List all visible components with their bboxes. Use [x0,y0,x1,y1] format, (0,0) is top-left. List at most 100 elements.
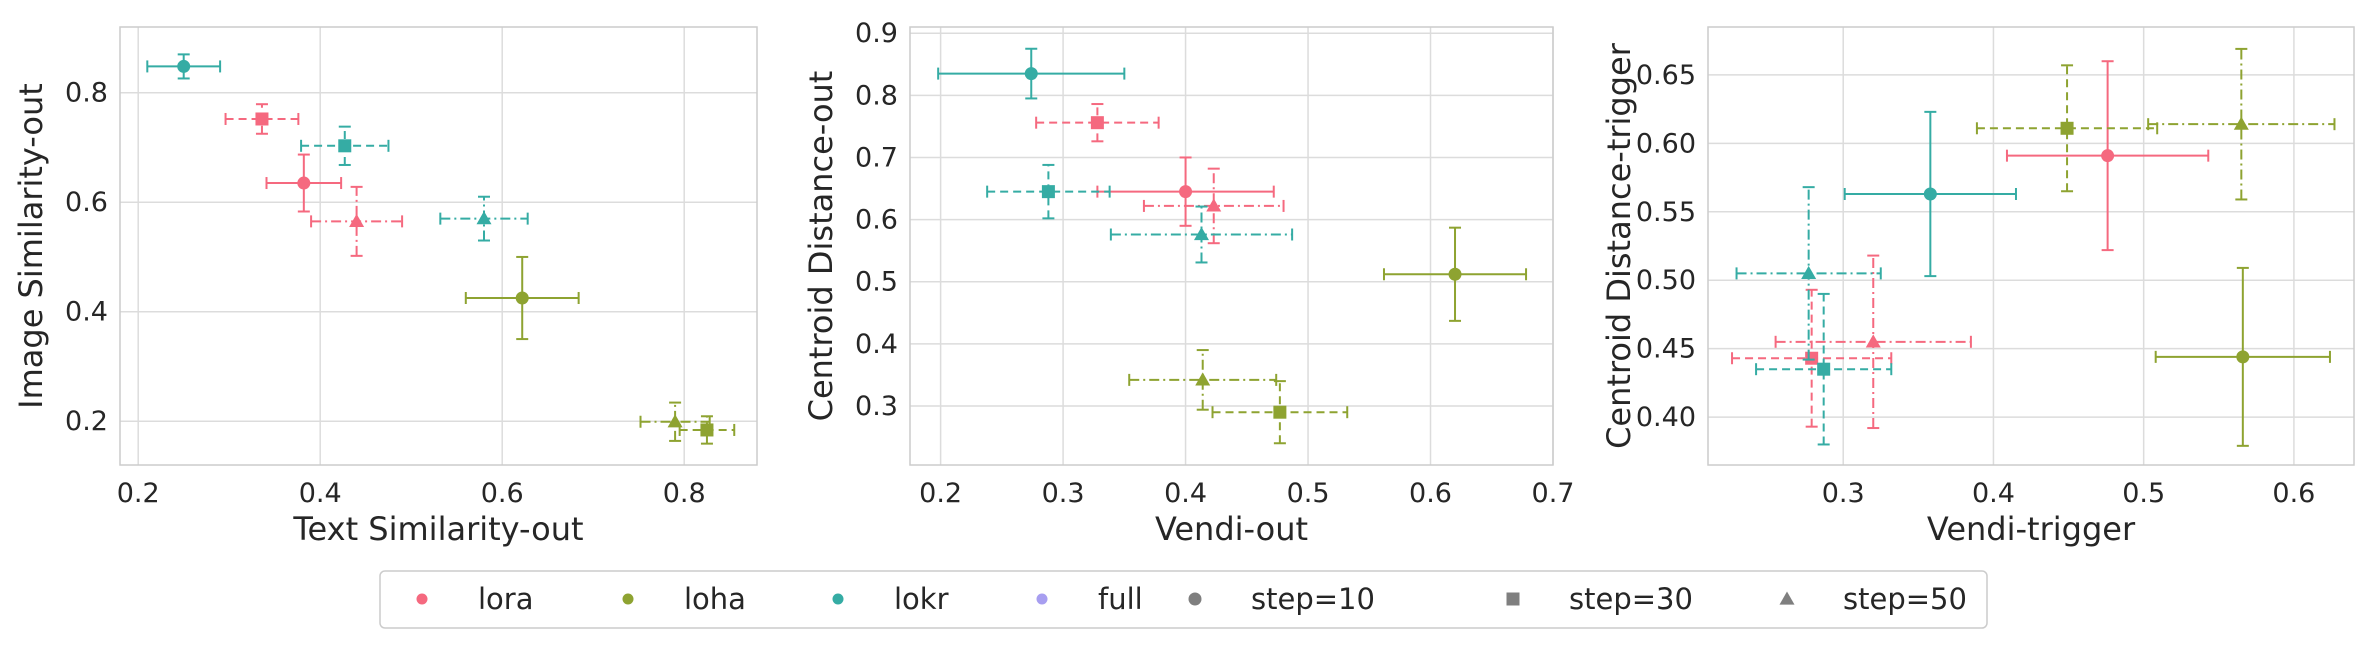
y-tick-label: 0.8 [65,78,108,109]
data-point-marker [1195,372,1211,386]
legend: lora loha lokr full step=10 step=30 step=50 [379,570,1988,629]
point-loha-step30 [1975,64,2159,193]
x-tick-label: 0.7 [1532,478,1575,509]
point-loha-step10 [464,255,580,341]
data-point-marker [1448,267,1462,281]
point-loha-step10 [2154,266,2331,447]
point-loha-step30 [678,415,736,445]
y-axis-label: Centroid Distance-trigger [1600,42,1638,449]
plot-frame [1707,26,2355,466]
x-tick-label: 0.4 [1164,478,1207,509]
data-point-marker [2060,121,2074,135]
data-point-marker [476,211,492,225]
legend-label: step=10 [1251,582,1375,616]
data-point-marker [1923,187,1937,201]
x-tick-label: 0.6 [2272,478,2315,509]
point-loha-step50 [639,401,711,442]
data-point-marker [515,291,529,305]
data-point-marker [338,139,352,153]
legend-color-swatch [622,593,634,605]
point-lora-step30 [1035,103,1160,143]
x-tick-label: 0.5 [1287,478,1330,509]
data-point-marker [177,59,191,73]
y-tick-label: 0.3 [855,391,898,422]
y-tick-label: 0.45 [1636,334,1696,365]
legend-entry-step10: step=10 [1188,582,1375,616]
panel-vendi-vs-centroid-out: 0.2 0.3 0.4 0.5 0.6 0.7 0.3 0.4 0.5 0.6 0.7 0.8 0.9 V… [802,18,1574,548]
point-loha-step50 [1128,349,1278,411]
point-lokr-step10 [1843,110,2017,278]
data-point-marker [667,414,683,428]
x-tick-label: 0.4 [1972,478,2015,509]
y-tick-label: 0.60 [1636,128,1696,159]
legend-label: full [1098,582,1143,616]
legend-entry-full: full [1036,582,1143,616]
y-tick-label: 0.40 [1636,402,1696,433]
data-point-marker [1273,405,1287,419]
legend-label: step=50 [1843,582,1967,616]
x-axis-label: Vendi-out [1155,510,1308,548]
point-lora-step30 [1731,288,1893,428]
data-point-marker [1865,334,1881,348]
point-lokr-step50 [439,195,529,242]
data-point-marker [349,213,365,227]
plot-frame [119,26,758,466]
x-axis-label: Vendi-trigger [1927,510,2136,548]
x-tick-label: 0.6 [481,478,524,509]
data-point-marker [297,176,311,190]
legend-color-swatch [832,593,844,605]
point-lora-step10 [265,153,343,213]
x-tick-label: 0.2 [919,478,962,509]
point-lokr-step30 [1755,292,1893,446]
x-tick-label: 0.5 [2122,478,2165,509]
data-point-marker [255,112,269,126]
data-point-marker [1179,185,1193,199]
point-lora-step10 [2005,60,2210,252]
point-lora-step10 [1096,156,1275,227]
legend-label: step=30 [1569,582,1693,616]
y-tick-label: 0.5 [855,267,898,298]
y-tick-label: 0.55 [1636,197,1696,228]
data-point-marker [700,423,714,437]
point-lora-step30 [224,103,300,135]
legend-entry-step30: step=30 [1506,582,1693,616]
legend-marker-swatch [1779,591,1795,605]
point-lokr-step50 [1109,205,1294,264]
point-lokr-step30 [300,125,390,166]
data-point-marker [2233,116,2249,130]
point-lora-step50 [1142,167,1285,245]
point-lora-step50 [310,185,404,257]
x-tick-label: 0.3 [1822,478,1865,509]
y-tick-label: 0.6 [65,187,108,218]
legend-entry-lora: lora [416,582,534,616]
data-point-marker [1206,198,1222,212]
y-axis-label: Centroid Distance-out [802,71,840,422]
plot-frame [909,26,1554,466]
point-lokr-step50 [1735,186,1882,361]
y-tick-label: 0.2 [65,406,108,437]
x-tick-label: 0.4 [299,478,342,509]
point-loha-step30 [1211,380,1349,445]
y-tick-label: 0.6 [855,205,898,236]
point-lokr-step10 [937,47,1126,100]
legend-color-swatch [416,593,428,605]
y-tick-label: 0.9 [855,18,898,49]
data-point-marker [1024,67,1038,81]
legend-box [379,570,1988,629]
legend-entry-lokr: lokr [832,582,949,616]
point-lokr-step10 [146,53,222,80]
legend-label: loha [684,582,746,616]
data-point-marker [1801,265,1817,279]
y-tick-label: 0.65 [1636,60,1696,91]
data-point-marker [2236,350,2250,364]
y-tick-label: 0.4 [65,297,108,328]
data-point-marker [1193,227,1209,241]
point-loha-step10 [1382,226,1528,322]
y-tick-label: 0.7 [855,142,898,173]
y-tick-label: 0.8 [855,80,898,111]
data-point-marker [1090,116,1104,130]
y-axis-label: Image Similarity-out [12,83,50,409]
point-loha-step50 [2147,47,2336,201]
legend-label: lokr [894,582,949,616]
